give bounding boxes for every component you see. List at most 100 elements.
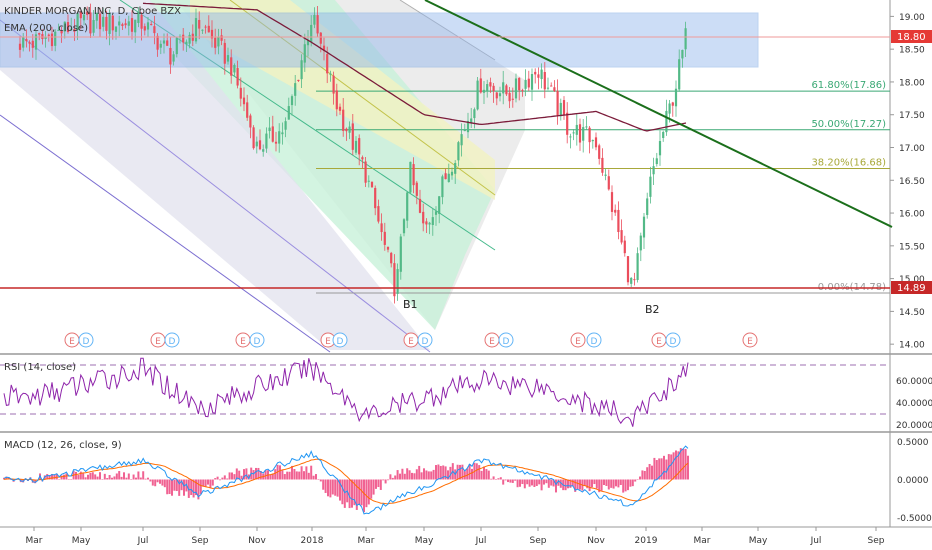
macd-histogram-bar [648,464,651,480]
macd-histogram-bar [651,465,653,480]
macd-legend[interactable]: MACD (12, 26, close, 9) [4,440,122,451]
candle-body [351,123,354,150]
dividend-marker[interactable] [78,332,94,348]
candle-body [588,127,591,143]
dividend-marker[interactable] [249,332,265,348]
candle-body [233,64,236,73]
macd-histogram-bar [502,479,505,485]
candle-body [668,103,671,114]
macd-histogram-bar [204,479,207,487]
candle-body [447,173,450,183]
candle-body [543,72,546,90]
time-tick-label: May [72,536,91,546]
rsi-legend[interactable]: RSI (14, close) [4,362,76,373]
macd-histogram-bar [629,479,632,487]
macd-histogram-bar [288,471,291,480]
macd-histogram-bar [322,479,325,490]
rsi-tick-label: 40.0000 [896,399,932,409]
macd-histogram-bar [235,468,238,480]
candle-body [54,31,57,46]
candle-body [598,145,601,159]
dividend-marker[interactable] [498,332,514,348]
macd-histogram-bar [478,465,481,480]
macd-histogram-bar [396,470,399,480]
candle-body [601,157,604,173]
candle-body [652,166,655,175]
macd-histogram-bar [243,469,245,480]
candle-body [562,100,566,115]
candle-body [604,174,607,176]
descending-trendline[interactable] [424,0,893,228]
dividend-marker[interactable] [586,332,602,348]
macd-histogram-bar [559,479,562,488]
macd-histogram-bar [655,460,658,480]
candle-body [294,83,297,96]
candle-body [374,187,377,209]
macd-histogram-bar [269,474,272,480]
macd-histogram-bar [411,472,413,480]
macd-histogram-bar [535,479,538,486]
dividend-marker[interactable] [332,332,348,348]
macd-axis: 0.5000 0.0000 -0.5000 [897,438,932,524]
macd-histogram-bar [307,472,310,480]
candle-body [550,85,553,87]
earnings-marker[interactable] [742,332,758,348]
candle-body [31,40,34,48]
candlestick-series [18,3,687,304]
dividend-marker[interactable] [164,332,180,348]
macd-histogram-bar [437,464,440,480]
candle-body [454,162,457,174]
macd-histogram-bar [430,471,433,480]
macd-histogram-bar [550,479,553,486]
macd-histogram-bar [65,473,68,480]
macd-histogram-bar [528,479,531,487]
time-tick-label: Nov [248,536,266,546]
macd-histogram-bar [682,449,685,480]
macd-histogram-bar [319,479,322,482]
candle-body [287,106,290,120]
macd-histogram-bar [195,479,197,496]
macd-histogram-bar [511,479,514,483]
candle-body [364,161,367,183]
ema-legend[interactable]: EMA (200, close) [4,23,88,34]
candle-body [649,176,652,197]
candle-body [92,20,95,33]
macd-histogram-bar [223,475,226,480]
macd-histogram-bar [106,478,109,480]
macd-histogram-bar [547,479,550,488]
macd-histogram-bar [115,473,118,480]
macd-histogram-bar [420,472,423,480]
candle-body [575,124,578,135]
event-marker-label: E [325,337,331,347]
macd-histogram-bar [672,452,675,480]
macd-histogram-bar [108,475,111,480]
candle-body [476,80,479,110]
pitchfork-line-4 [229,0,496,196]
candle-body [409,161,412,193]
candle-body [511,98,514,100]
macd-histogram-bar [439,465,442,480]
dividend-marker[interactable] [665,332,681,348]
earnings-marker[interactable] [570,332,586,348]
pitchfork-zone-yellow [190,0,495,200]
macd-histogram-bar [348,479,351,509]
candle-body [25,39,28,42]
macd-histogram-bar [574,479,577,492]
candle-body [156,35,159,50]
candle-body [358,138,361,155]
macd-histogram-bar [125,477,128,480]
macd-histogram-bar [413,473,416,480]
candle-body [678,59,681,90]
candle-body [537,74,540,78]
symbol-title[interactable]: KINDER MORGAN INC, D, Cboe BZX [4,6,181,17]
time-axis: Mar May Jul Sep Nov 2018 Mar May Jul Sep Nov 2019 Ma… [26,527,885,546]
candle-body [553,87,556,92]
candle-body [223,42,226,64]
macd-histogram-bar [99,472,101,480]
candle-body [489,82,492,87]
event-marker-label: E [747,337,753,347]
dividend-marker[interactable] [417,332,433,348]
macd-histogram-bar [298,471,301,480]
